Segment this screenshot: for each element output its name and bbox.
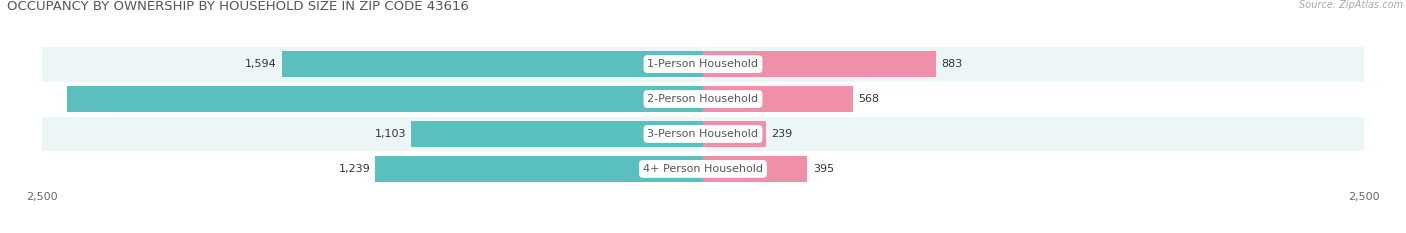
- Text: 4+ Person Household: 4+ Person Household: [643, 164, 763, 174]
- Text: 1,594: 1,594: [245, 59, 277, 69]
- Text: 1-Person Household: 1-Person Household: [648, 59, 758, 69]
- Text: 2-Person Household: 2-Person Household: [647, 94, 759, 104]
- Bar: [42, 82, 1364, 116]
- Bar: [412, 121, 703, 147]
- Text: 239: 239: [772, 129, 793, 139]
- Bar: [42, 151, 1364, 186]
- Text: 2,407: 2,407: [662, 94, 697, 104]
- Text: 3-Person Household: 3-Person Household: [648, 129, 758, 139]
- Text: 1,103: 1,103: [374, 129, 406, 139]
- Text: 568: 568: [859, 94, 880, 104]
- Bar: [42, 47, 1364, 82]
- Text: Source: ZipAtlas.com: Source: ZipAtlas.com: [1299, 0, 1403, 10]
- Text: 883: 883: [942, 59, 963, 69]
- Text: OCCUPANCY BY OWNERSHIP BY HOUSEHOLD SIZE IN ZIP CODE 43616: OCCUPANCY BY OWNERSHIP BY HOUSEHOLD SIZE…: [7, 0, 470, 13]
- Bar: [375, 156, 703, 182]
- Text: 395: 395: [813, 164, 834, 174]
- Bar: [42, 116, 1364, 151]
- Bar: [703, 156, 807, 182]
- Bar: [66, 86, 703, 112]
- Bar: [281, 51, 703, 77]
- Bar: [703, 51, 936, 77]
- Bar: [703, 86, 853, 112]
- Text: 1,239: 1,239: [339, 164, 370, 174]
- Bar: [703, 121, 766, 147]
